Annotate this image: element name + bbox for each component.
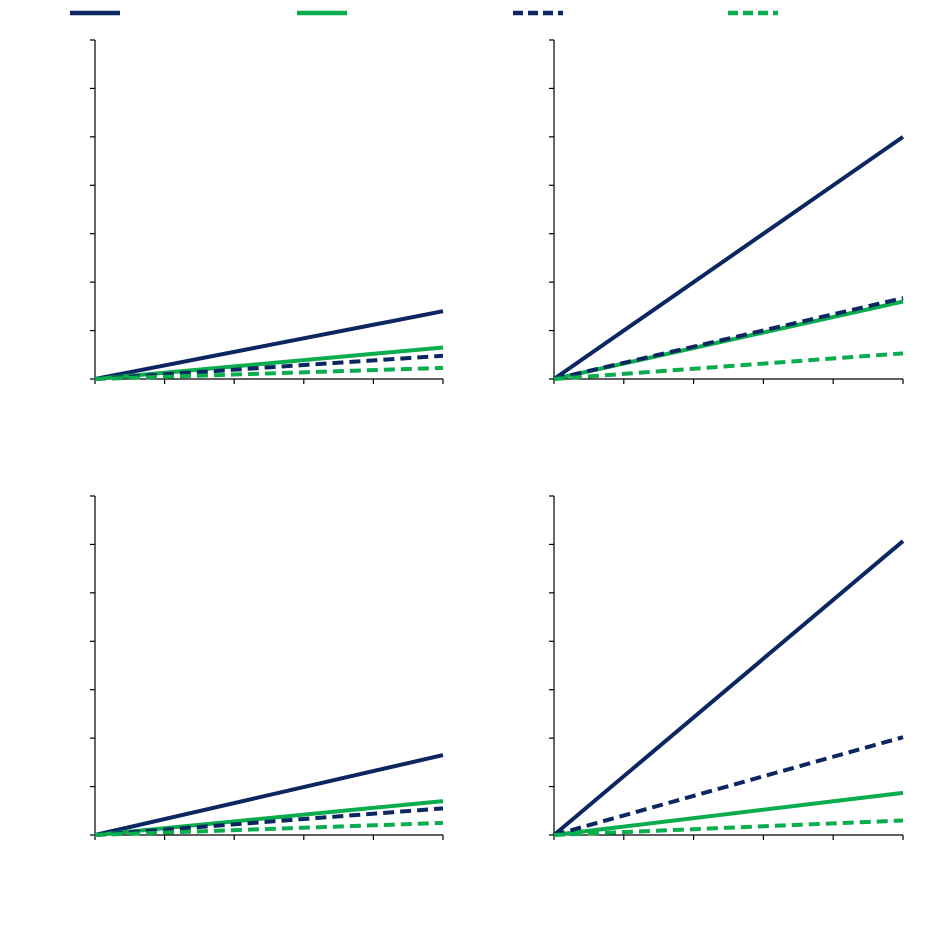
- series-line-3: [94, 806, 444, 837]
- series-line-4: [553, 351, 904, 381]
- series-line-4: [94, 365, 444, 381]
- series-line-2: [553, 790, 904, 837]
- chart-panel-bottom-right: [549, 495, 905, 840]
- series-line-1: [94, 753, 444, 837]
- chart-panel-bottom-left: [90, 495, 444, 840]
- series-line-4: [553, 818, 904, 837]
- series-line-3: [553, 735, 904, 837]
- chart-panels: [90, 39, 905, 840]
- series-line-1: [552, 135, 905, 381]
- series-line-1: [552, 539, 905, 837]
- series-line-3: [553, 296, 904, 381]
- series-line-3: [94, 353, 444, 381]
- chart-panel-top-left: [90, 39, 444, 384]
- chart-panel-top-right: [549, 39, 905, 384]
- series-line-4: [94, 820, 444, 837]
- series-line-1: [94, 309, 444, 381]
